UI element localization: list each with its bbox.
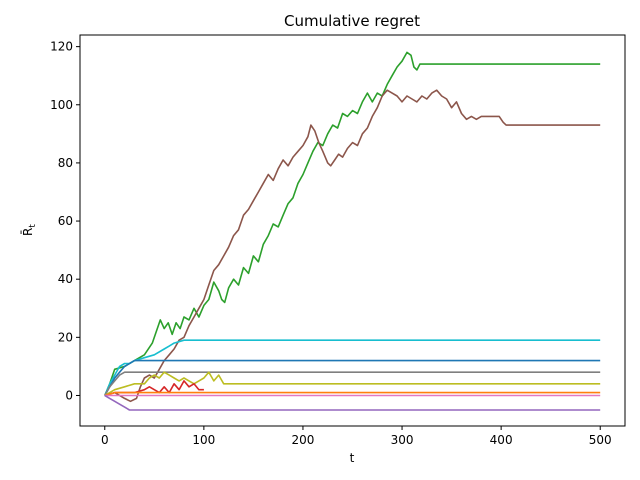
series-line-5 (104, 371, 601, 396)
plot-lines (104, 51, 601, 411)
y-tick-label: 20 (58, 330, 73, 344)
x-tick-label: 300 (391, 433, 414, 447)
series-line-6 (104, 371, 601, 397)
x-tick-label: 500 (589, 433, 612, 447)
y-tick-label: 80 (58, 156, 73, 170)
y-axis-label-group: R̄t (21, 224, 38, 236)
y-tick-label: 100 (50, 98, 73, 112)
x-tick-label: 100 (192, 433, 215, 447)
y-axis-label: R̄t (21, 224, 38, 236)
y-tick-label: 40 (58, 272, 73, 286)
y-tick-label: 60 (58, 214, 73, 228)
x-tick-label: 400 (490, 433, 513, 447)
chart-title: Cumulative regret (284, 12, 420, 30)
y-tick-label: 120 (50, 40, 73, 54)
y-tick-label: 0 (65, 388, 73, 402)
series-line-10 (104, 394, 601, 411)
y-axis-label-subscript: t (28, 224, 38, 228)
x-axis-label: t (350, 451, 355, 465)
y-axis-label-main: R̄ (21, 228, 35, 236)
series-line-8 (104, 391, 601, 397)
x-tick-label: 200 (292, 433, 315, 447)
series-line-1 (104, 51, 601, 396)
x-tick-label: 0 (101, 433, 109, 447)
series-line-2 (104, 89, 601, 403)
series-line-3 (104, 339, 601, 396)
axes-frame (79, 34, 626, 427)
x-axis-ticks: 0 100 200 300 400 500 (101, 426, 612, 447)
y-axis-ticks: 0 20 40 60 80 100 120 (50, 40, 80, 402)
